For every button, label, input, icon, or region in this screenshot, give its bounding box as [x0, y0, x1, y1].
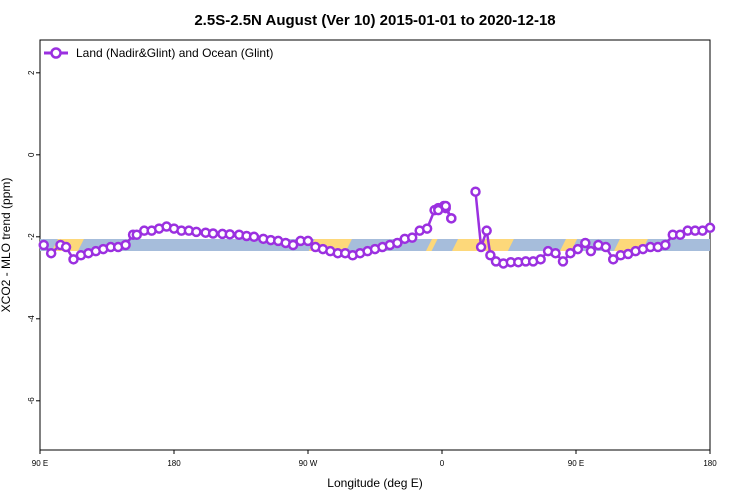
legend-label: Land (Nadir&Glint) and Ocean (Glint)	[76, 46, 273, 60]
data-point	[302, 235, 314, 247]
x-axis: 90 E 180 90 W 0 90 E 180	[32, 450, 717, 468]
data-point	[475, 241, 487, 253]
data-point	[660, 239, 671, 251]
data-point	[207, 228, 219, 239]
series-layer	[38, 186, 716, 269]
data-point	[600, 241, 612, 253]
data-point	[60, 241, 72, 253]
y-tick-label: -6	[27, 397, 36, 405]
land-segment	[559, 239, 578, 251]
legend-marker	[50, 47, 62, 59]
data-point	[120, 239, 131, 251]
y-tick-label: 0	[27, 152, 36, 157]
x-tick-label: 0	[440, 459, 445, 468]
data-point	[191, 226, 202, 238]
data-point	[607, 254, 619, 265]
data-point	[704, 222, 716, 234]
data-point	[674, 229, 686, 240]
data-point	[470, 186, 481, 197]
data-point	[485, 250, 496, 261]
data-point	[248, 231, 260, 243]
data-point	[287, 239, 299, 251]
y-axis: 2 0 -2 -4 -6	[27, 70, 40, 404]
data-point	[580, 237, 591, 249]
data-point	[446, 213, 457, 224]
y-tick-label: -4	[27, 315, 36, 323]
data-point	[481, 225, 492, 236]
y-tick-label: -2	[27, 233, 36, 241]
x-tick-label: 180	[167, 459, 181, 468]
x-axis-label: Longitude (deg E)	[327, 476, 422, 490]
data-point	[131, 229, 143, 240]
chart-title: 2.5S-2.5N August (Ver 10) 2015-01-01 to …	[194, 12, 555, 29]
data-point	[68, 254, 79, 265]
x-tick-label: 90 E	[32, 459, 48, 468]
data-point	[572, 243, 584, 255]
land-segment	[425, 239, 438, 251]
x-tick-label: 90 E	[568, 459, 584, 468]
data-point	[224, 229, 236, 240]
x-tick-label: 180	[703, 459, 717, 468]
data-point	[45, 247, 57, 259]
data-point	[557, 256, 569, 267]
data-point	[38, 239, 49, 251]
x-tick-label: 90 W	[299, 459, 318, 468]
y-tick-label: 2	[27, 70, 36, 75]
data-point	[535, 254, 546, 265]
data-point	[585, 245, 597, 257]
data-point	[550, 247, 561, 259]
y-axis-label: XCO2 - MLO trend (ppm)	[0, 178, 13, 313]
data-point	[433, 204, 444, 216]
data-point	[392, 237, 403, 249]
data-point	[406, 232, 418, 243]
legend: Land (Nadir&Glint) and Ocean (Glint)	[44, 46, 273, 60]
data-point	[421, 223, 433, 234]
data-point	[440, 200, 451, 212]
data-point	[565, 247, 576, 259]
